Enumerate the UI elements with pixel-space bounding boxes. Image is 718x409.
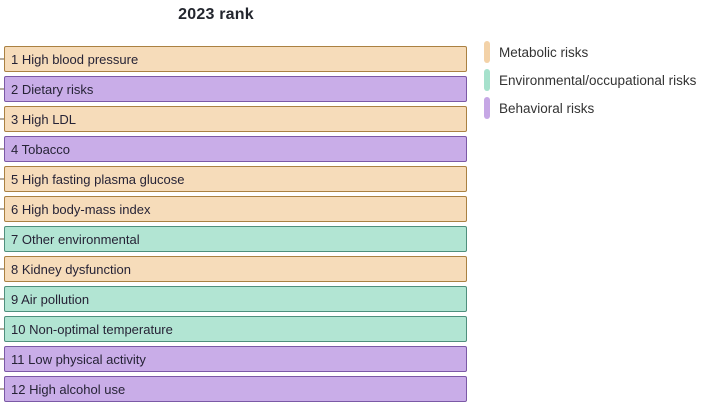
rank-bar-list: 1 High blood pressure 2 Dietary risks 3 … (0, 46, 467, 402)
legend-swatch-icon (484, 69, 490, 91)
risk-bar[interactable]: 11 Low physical activity (4, 346, 467, 372)
axis-tick (0, 268, 4, 270)
risk-bar-label: 5 High fasting plasma glucose (11, 171, 185, 187)
legend: Metabolic risks Environmental/occupation… (484, 41, 696, 125)
risk-bar[interactable]: 5 High fasting plasma glucose (4, 166, 467, 192)
risk-bar[interactable]: 2 Dietary risks (4, 76, 467, 102)
axis-tick (0, 238, 4, 240)
bar-row: 11 Low physical activity (0, 346, 467, 372)
legend-item-environmental: Environmental/occupational risks (484, 69, 696, 91)
bar-row: 12 High alcohol use (0, 376, 467, 402)
risk-bar-label: 11 Low physical activity (11, 351, 146, 367)
bar-row: 4 Tobacco (0, 136, 467, 162)
bar-row: 10 Non-optimal temperature (0, 316, 467, 342)
axis-tick (0, 148, 4, 150)
risk-bar-label: 9 Air pollution (11, 291, 90, 307)
risk-bar[interactable]: 8 Kidney dysfunction (4, 256, 467, 282)
risk-bar-label: 2 Dietary risks (11, 81, 94, 97)
legend-item-metabolic: Metabolic risks (484, 41, 696, 63)
axis-tick (0, 58, 4, 60)
risk-bar[interactable]: 3 High LDL (4, 106, 467, 132)
legend-label: Environmental/occupational risks (499, 72, 697, 88)
risk-bar-label: 4 Tobacco (11, 141, 71, 157)
risk-bar[interactable]: 1 High blood pressure (4, 46, 467, 72)
axis-tick (0, 388, 4, 390)
risk-bar-label: 1 High blood pressure (11, 51, 139, 67)
risk-bar-label: 7 Other environmental (11, 231, 140, 247)
bar-row: 7 Other environmental (0, 226, 467, 252)
axis-tick (0, 178, 4, 180)
risk-bar-label: 8 Kidney dysfunction (11, 261, 131, 277)
risk-bar[interactable]: 9 Air pollution (4, 286, 467, 312)
legend-label: Metabolic risks (499, 44, 589, 60)
bar-row: 8 Kidney dysfunction (0, 256, 467, 282)
axis-tick (0, 358, 4, 360)
risk-bar[interactable]: 12 High alcohol use (4, 376, 467, 402)
legend-item-behavioral: Behavioral risks (484, 97, 696, 119)
bar-row: 5 High fasting plasma glucose (0, 166, 467, 192)
legend-label: Behavioral risks (499, 100, 595, 116)
axis-tick (0, 118, 4, 120)
bar-row: 2 Dietary risks (0, 76, 467, 102)
risk-bar[interactable]: 10 Non-optimal temperature (4, 316, 467, 342)
axis-tick (0, 328, 4, 330)
axis-tick (0, 208, 4, 210)
risk-bar-label: 12 High alcohol use (11, 381, 126, 397)
risk-bar[interactable]: 6 High body-mass index (4, 196, 467, 222)
risk-bar[interactable]: 7 Other environmental (4, 226, 467, 252)
chart-title: 2023 rank (178, 6, 254, 23)
axis-tick (0, 298, 4, 300)
axis-tick (0, 88, 4, 90)
risk-bar-label: 3 High LDL (11, 111, 77, 127)
bar-row: 9 Air pollution (0, 286, 467, 312)
bar-row: 6 High body-mass index (0, 196, 467, 222)
risk-bar-label: 6 High body-mass index (11, 201, 151, 217)
legend-swatch-icon (484, 41, 490, 63)
legend-swatch-icon (484, 97, 490, 119)
bar-row: 3 High LDL (0, 106, 467, 132)
risk-bar-label: 10 Non-optimal temperature (11, 321, 173, 337)
risk-bar[interactable]: 4 Tobacco (4, 136, 467, 162)
bar-row: 1 High blood pressure (0, 46, 467, 72)
